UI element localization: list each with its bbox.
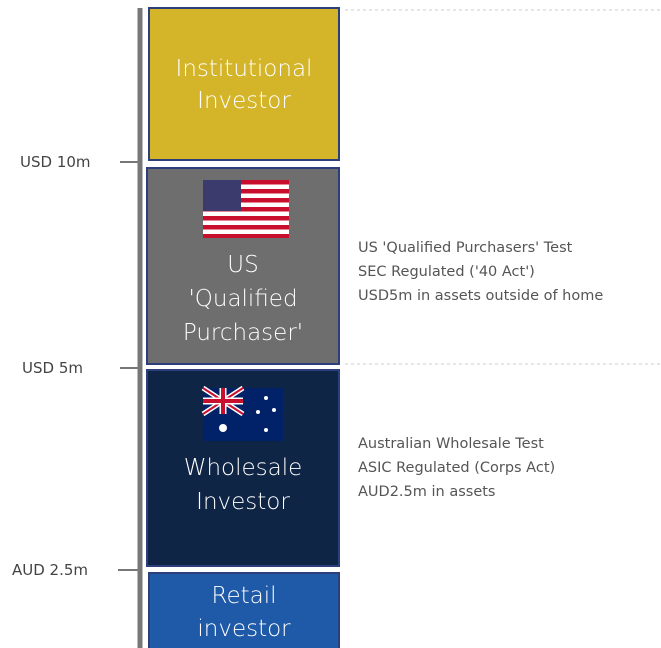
tier-label: Investor: [197, 88, 291, 114]
tier-label: US: [227, 252, 258, 278]
description: US 'Qualified Purchasers' Test: [358, 240, 573, 256]
tier-box: [148, 7, 340, 161]
tier-label: Retail: [212, 583, 277, 609]
tier-label: Investor: [196, 489, 290, 515]
tier-label: Purchaser': [183, 320, 303, 346]
tier-label: investor: [197, 616, 291, 642]
threshold-label: USD 10m: [20, 153, 91, 171]
description: AUD2.5m in assets: [358, 484, 495, 500]
description: Australian Wholesale Test: [358, 436, 544, 452]
description: USD5m in assets outside of home: [358, 288, 603, 304]
tier-label: Institutional: [176, 56, 313, 82]
tier-label: 'Qualified: [188, 286, 297, 312]
au-flag: [201, 385, 283, 441]
tier-label: Wholesale: [184, 455, 303, 481]
description: SEC Regulated ('40 Act'): [358, 264, 535, 280]
tier-box: [148, 572, 340, 648]
description: ASIC Regulated (Corps Act): [358, 460, 555, 476]
us-flag: [203, 180, 289, 238]
threshold-label: AUD 2.5m: [12, 561, 88, 579]
threshold-label: USD 5m: [22, 359, 83, 377]
